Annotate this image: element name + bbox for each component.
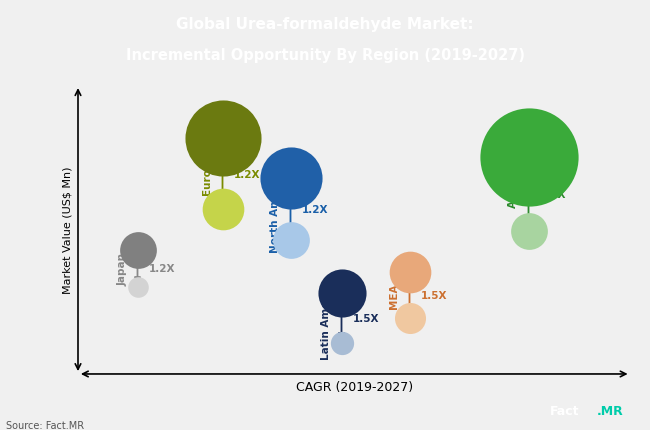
X-axis label: CAGR (2019-2027): CAGR (2019-2027): [296, 380, 413, 393]
Point: [404, 315, 415, 322]
Point: [133, 284, 143, 291]
Point: [523, 154, 534, 161]
Text: 1.5X: 1.5X: [352, 313, 379, 323]
Text: North America: North America: [270, 167, 280, 252]
Point: [133, 247, 143, 254]
Text: Fact: Fact: [550, 404, 579, 417]
Text: 1.2X: 1.2X: [233, 169, 260, 179]
Point: [217, 206, 228, 213]
Point: [217, 135, 228, 142]
Text: APEJ: APEJ: [508, 181, 518, 208]
Point: [336, 340, 346, 347]
Text: 1.6X: 1.6X: [540, 190, 566, 200]
Text: Source: Fact.MR: Source: Fact.MR: [6, 420, 84, 430]
Text: Latin America: Latin America: [321, 278, 332, 359]
Text: 1.2X: 1.2X: [149, 264, 175, 274]
Point: [285, 175, 296, 182]
Text: Europe: Europe: [202, 154, 212, 195]
Text: .MR: .MR: [597, 404, 624, 417]
Text: Global Urea-formaldehyde Market:: Global Urea-formaldehyde Market:: [176, 17, 474, 32]
Text: 1.2X: 1.2X: [302, 205, 328, 215]
Point: [336, 290, 346, 297]
Point: [523, 228, 534, 235]
Text: MEA: MEA: [389, 283, 399, 308]
Point: [404, 268, 415, 275]
Text: Incremental Opportunity By Region (2019-2027): Incremental Opportunity By Region (2019-…: [125, 48, 525, 63]
Text: 1.5X: 1.5X: [421, 290, 447, 300]
Y-axis label: Market Value (US$ Mn): Market Value (US$ Mn): [62, 166, 72, 294]
Point: [285, 237, 296, 244]
Text: Japan: Japan: [117, 252, 127, 285]
